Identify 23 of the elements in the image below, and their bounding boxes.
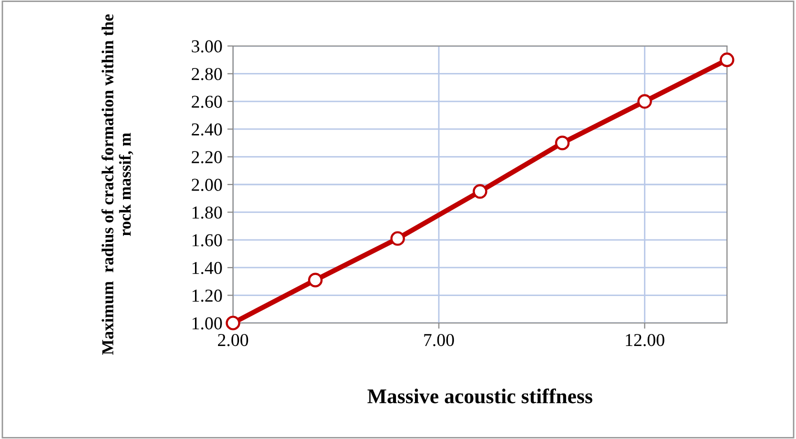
y-tick-label: 1.20: [192, 290, 222, 302]
x-axis-title: Massive acoustic stiffness: [368, 388, 592, 404]
point: [308, 272, 323, 288]
x-tick-label: 12.00: [626, 334, 664, 346]
y-tick-label: 2.80: [192, 68, 222, 80]
y-tick-label: 2.00: [192, 178, 222, 192]
point: [472, 184, 488, 199]
point: [720, 52, 734, 68]
y-tick-label: 2.20: [192, 151, 222, 164]
point: [555, 136, 570, 150]
y-tick-label: 1.60: [192, 234, 222, 246]
point: [637, 94, 652, 109]
x-tick-label: 7.00: [424, 334, 454, 346]
y-tick-label: 1.40: [192, 262, 222, 274]
y-tick-label: 2.60: [192, 96, 222, 108]
y-axis-title: Maximum radius of crack formation within the rock massif, m: [101, 14, 134, 355]
x-tick-label: 2.00: [218, 334, 248, 346]
y-tick-label: 1.80: [192, 206, 222, 219]
y-tick-label: 3.00: [192, 40, 222, 53]
y-tick-label: 1.00: [192, 317, 222, 330]
y-tick-label: 2.40: [192, 123, 222, 136]
point: [390, 231, 405, 246]
point: [226, 316, 240, 330]
